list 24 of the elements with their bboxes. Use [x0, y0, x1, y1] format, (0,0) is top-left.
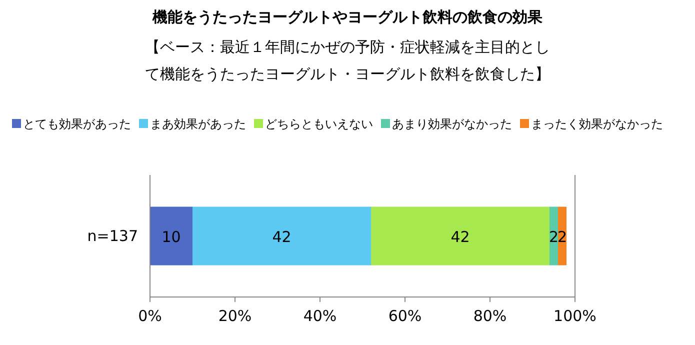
legend-label: とても効果があった — [23, 117, 131, 131]
data-label: 42 — [272, 228, 292, 246]
legend-label: まあ効果があった — [150, 117, 246, 131]
x-tick-label: 40% — [303, 307, 337, 325]
bar — [371, 206, 550, 266]
x-tick-label: 0% — [138, 307, 162, 325]
bar — [150, 206, 192, 266]
x-tick-label: 20% — [218, 307, 252, 325]
bar — [192, 206, 371, 266]
data-label: 2 — [557, 228, 568, 246]
legend-label: あまり効果がなかった — [392, 117, 512, 131]
bar — [550, 206, 558, 266]
data-label: 2 — [548, 228, 559, 246]
chart-title: 機能をうたったヨーグルトやヨーグルト飲料の飲食の効果 — [152, 8, 544, 26]
data-label: 42 — [450, 228, 470, 246]
legend-label: どちらともいえない — [265, 117, 373, 131]
x-tick-label: 60% — [388, 307, 422, 325]
y-tick-label: n=137 — [87, 227, 138, 245]
legend-label: まったく効果がなかった — [531, 117, 663, 131]
bar — [558, 206, 566, 266]
data-label: 10 — [162, 228, 181, 246]
chart-subtitle: 【ベース：最近１年間にかぜの予防・症状軽減を主目的として機能をうたったヨーグルト・ヨーグルト飲料を飲食した】 — [145, 38, 550, 83]
x-tick-label: 80% — [473, 307, 507, 325]
x-tick-label: 100% — [554, 307, 596, 325]
